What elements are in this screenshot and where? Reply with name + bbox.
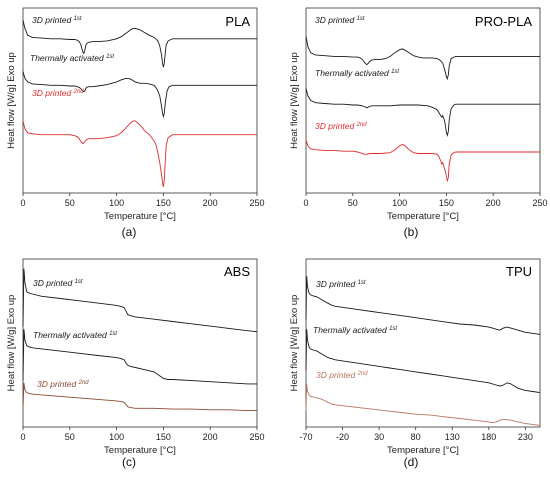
x-tick-label: 150 — [439, 198, 454, 208]
x-tick-label: 100 — [109, 432, 124, 442]
x-tick-label: 50 — [65, 432, 75, 442]
series-line-2 — [22, 71, 257, 119]
plot-frame — [305, 7, 541, 194]
panel-title: TPU — [506, 264, 532, 279]
x-tick-label: 230 — [518, 432, 533, 442]
series-label-2: Thermally activated 1st — [315, 68, 399, 78]
panel-caption: (b) — [404, 225, 419, 239]
series-label-3: 3D printed 2nd — [37, 379, 89, 389]
x-tick-label: 200 — [203, 432, 218, 442]
x-tick-label: 0 — [303, 198, 308, 208]
series-label-1: 3D printed 1st — [316, 279, 366, 289]
x-axis-label: Temperature [°C] — [104, 211, 176, 222]
x-tick-label: 80 — [411, 432, 421, 442]
series-label-1: 3D printed 1st — [33, 278, 83, 288]
series-line-3 — [305, 384, 541, 426]
x-tick-label: 130 — [445, 432, 460, 442]
plot-frame — [22, 258, 258, 428]
panel-title: ABS — [224, 264, 250, 279]
series-line-3 — [22, 382, 257, 412]
series-line-1 — [22, 19, 257, 68]
y-axis-label: Heat flow [W/g] Exo up — [6, 52, 17, 149]
y-axis-label: Heat flow [W/g] Exo up — [289, 52, 300, 149]
x-tick-label: 150 — [156, 432, 171, 442]
dsc-panel-3: 0 50 100 150 200 250 Temperature [°C] Heat flow… — [6, 258, 265, 469]
x-axis-label: Temperature [°C] — [387, 445, 459, 456]
y-axis-label: Heat flow [W/g] Exo up — [289, 295, 300, 392]
x-tick-label: 200 — [203, 198, 218, 208]
x-tick-label: 0 — [20, 198, 25, 208]
series-label-1: 3D printed 1st — [315, 15, 365, 25]
x-tick-label: 50 — [65, 198, 75, 208]
panel-caption: (c) — [122, 455, 136, 469]
x-tick-label: 0 — [20, 432, 25, 442]
x-tick-label: 100 — [392, 198, 407, 208]
dsc-panel-1: 0 50 100 150 200 250 Temperature [°C] Heat flow… — [6, 7, 265, 239]
series-label-2: Thermally activated 1st — [313, 325, 397, 335]
x-tick-label: 100 — [109, 198, 124, 208]
series-line-2 — [22, 329, 257, 385]
x-tick-label: -20 — [336, 432, 349, 442]
plot-frame — [305, 258, 541, 428]
series-line-1 — [305, 36, 540, 81]
x-axis-label: Temperature [°C] — [387, 211, 459, 222]
series-label-2: Thermally activated 1st — [33, 330, 117, 340]
series-label-3: 3D printed 2nd — [315, 121, 367, 131]
series-label-1: 3D printed 1st — [32, 15, 82, 25]
x-tick-label: 250 — [249, 198, 264, 208]
series-line-2 — [305, 88, 540, 138]
series-label-3: 3D printed 2nd — [32, 88, 84, 98]
panel-title: PRO-PLA — [475, 14, 532, 29]
x-tick-label: 200 — [486, 198, 501, 208]
x-axis-label: Temperature [°C] — [104, 445, 176, 456]
panel-caption: (d) — [404, 455, 419, 469]
x-tick-label: 250 — [249, 432, 264, 442]
plot-frame — [22, 7, 258, 194]
series-line-3 — [305, 139, 540, 183]
x-tick-label: 250 — [532, 198, 547, 208]
series-label-2: Thermally activated 1st — [30, 53, 114, 63]
x-tick-label: -70 — [299, 432, 312, 442]
series-label-3: 3D printed 2nd — [316, 370, 368, 380]
panel-caption: (a) — [122, 225, 137, 239]
dsc-panel-2: 0 50 100 150 200 250 Temperature [°C] Heat flow… — [289, 7, 548, 239]
x-tick-label: 180 — [481, 432, 496, 442]
y-axis-label: Heat flow [W/g] Exo up — [6, 295, 17, 392]
panel-title: PLA — [225, 14, 250, 29]
series-line-2 — [305, 329, 541, 394]
dsc-panel-4: -70 -20 30 80 130 180 230 Temperature [°C] Heat … — [289, 258, 541, 469]
series-line-3 — [22, 120, 257, 188]
x-tick-label: 50 — [348, 198, 358, 208]
series-line-1 — [22, 268, 258, 333]
x-tick-label: 30 — [374, 432, 384, 442]
x-tick-label: 150 — [156, 198, 171, 208]
series-line-1 — [305, 276, 541, 335]
